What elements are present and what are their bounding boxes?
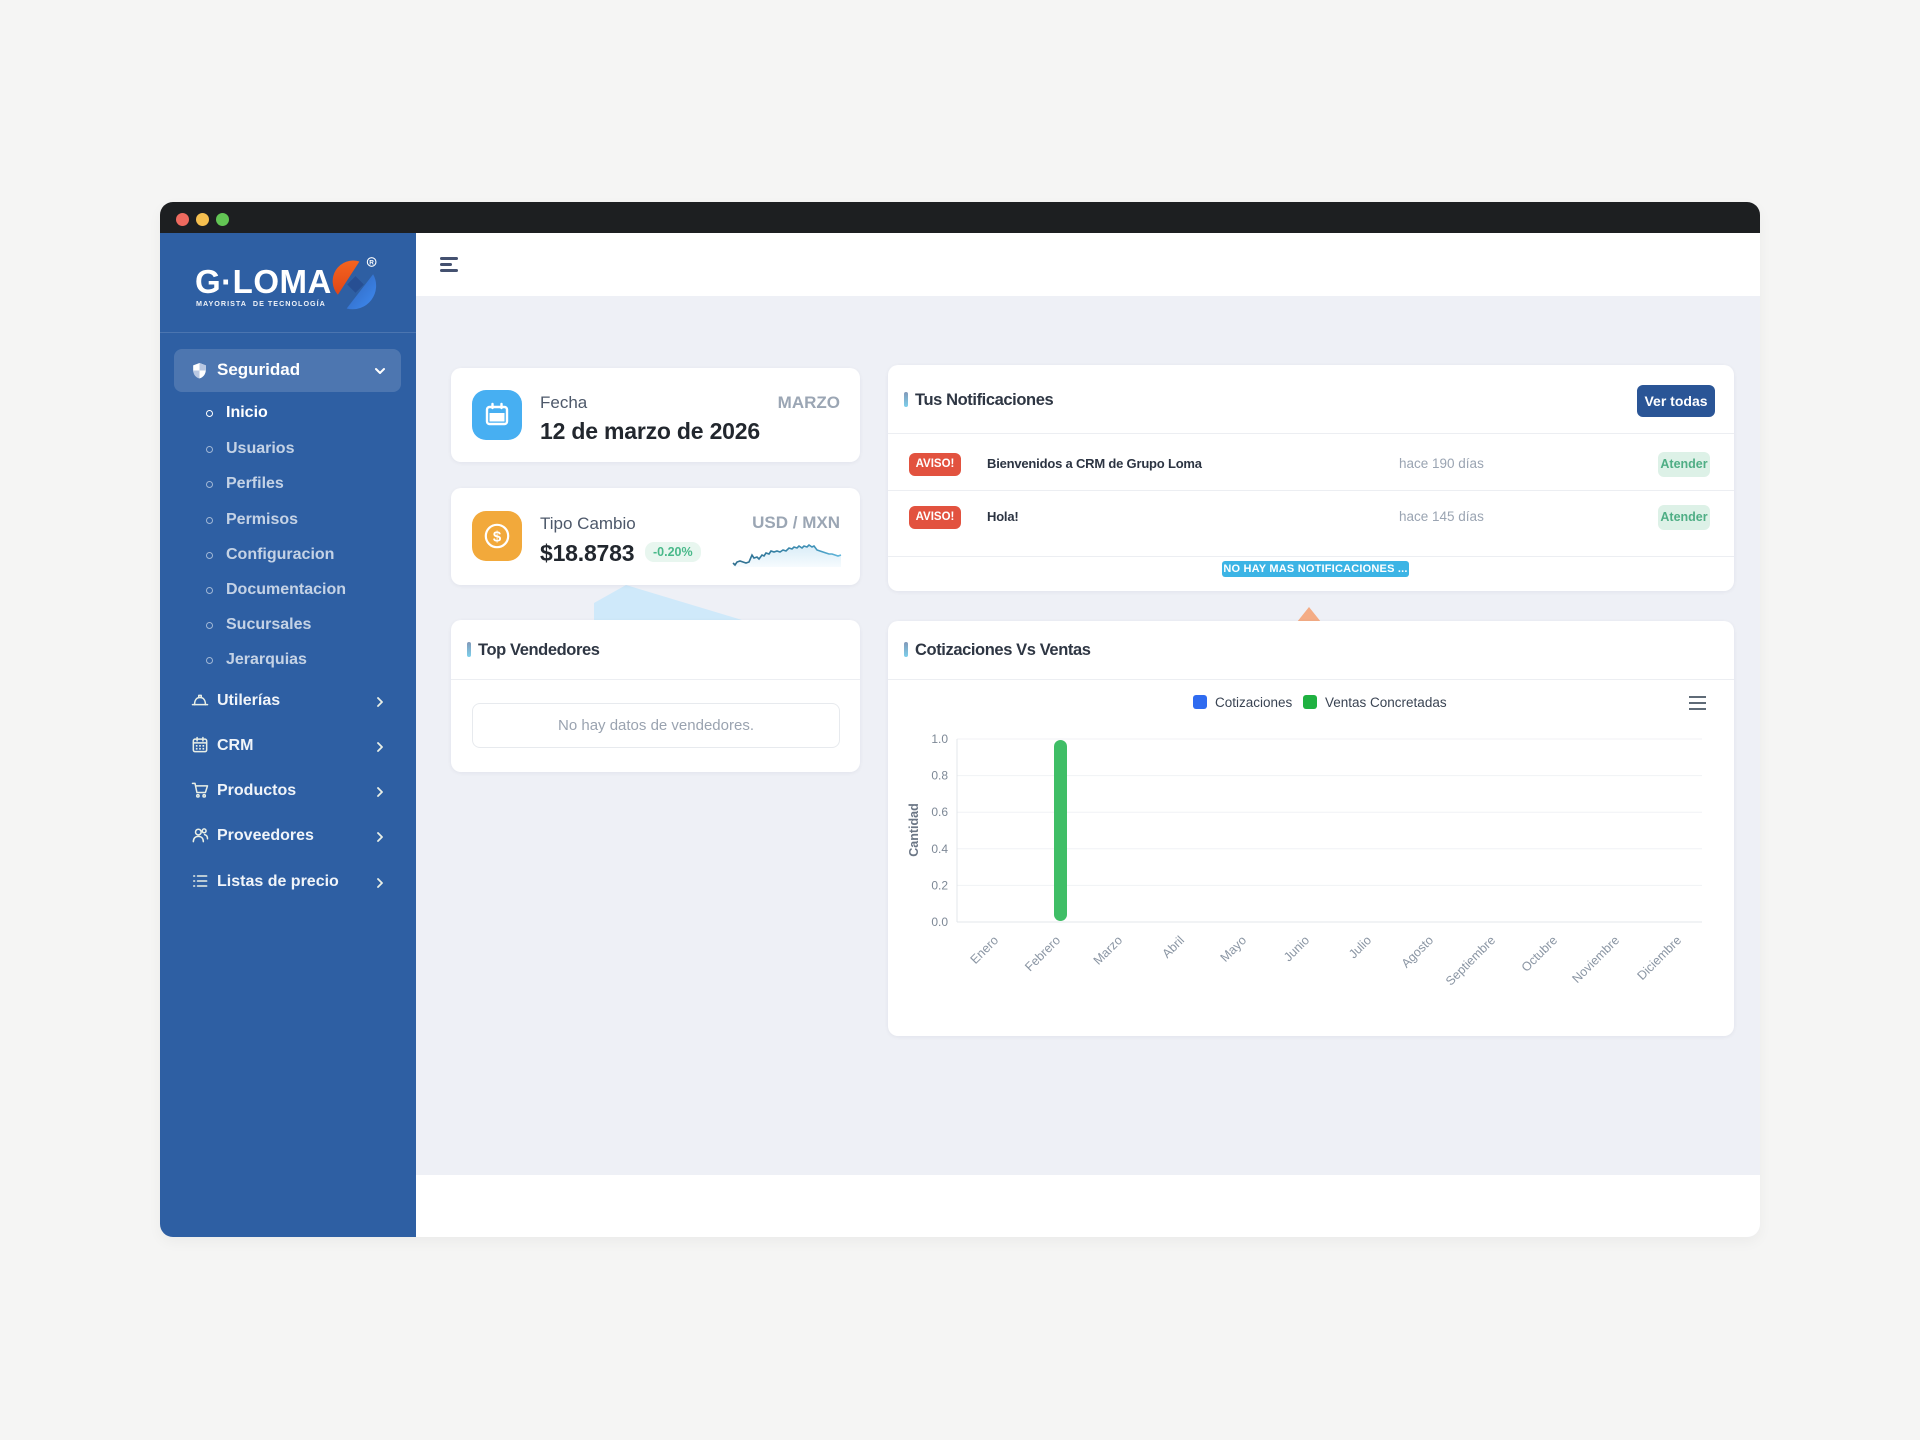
svg-text:Cotizaciones: Cotizaciones [1215,695,1293,710]
svg-text:Enero: Enero [968,933,1002,967]
svg-text:Febrero: Febrero [1022,933,1063,974]
svg-text:0.6: 0.6 [931,805,948,819]
svg-text:Julio: Julio [1346,933,1374,961]
svg-text:1.0: 1.0 [931,732,948,746]
svg-text:Agosto: Agosto [1399,933,1436,970]
svg-text:Mayo: Mayo [1218,933,1250,965]
svg-text:Marzo: Marzo [1091,933,1125,967]
svg-text:$: $ [493,529,502,546]
svg-text:Noviembre: Noviembre [1569,933,1622,986]
svg-text:R: R [369,260,374,267]
svg-text:Cantidad: Cantidad [907,803,921,856]
svg-text:0.0: 0.0 [931,915,948,929]
svg-text:0.8: 0.8 [931,769,948,783]
svg-text:Diciembre: Diciembre [1634,933,1684,983]
svg-text:Ventas Concretadas: Ventas Concretadas [1325,695,1447,710]
svg-text:Abril: Abril [1160,933,1188,961]
svg-text:Junio: Junio [1281,933,1312,964]
svg-text:0.4: 0.4 [931,842,948,856]
svg-text:Septiembre: Septiembre [1443,933,1498,988]
svg-text:0.2: 0.2 [931,878,948,892]
svg-text:Octubre: Octubre [1519,933,1560,974]
